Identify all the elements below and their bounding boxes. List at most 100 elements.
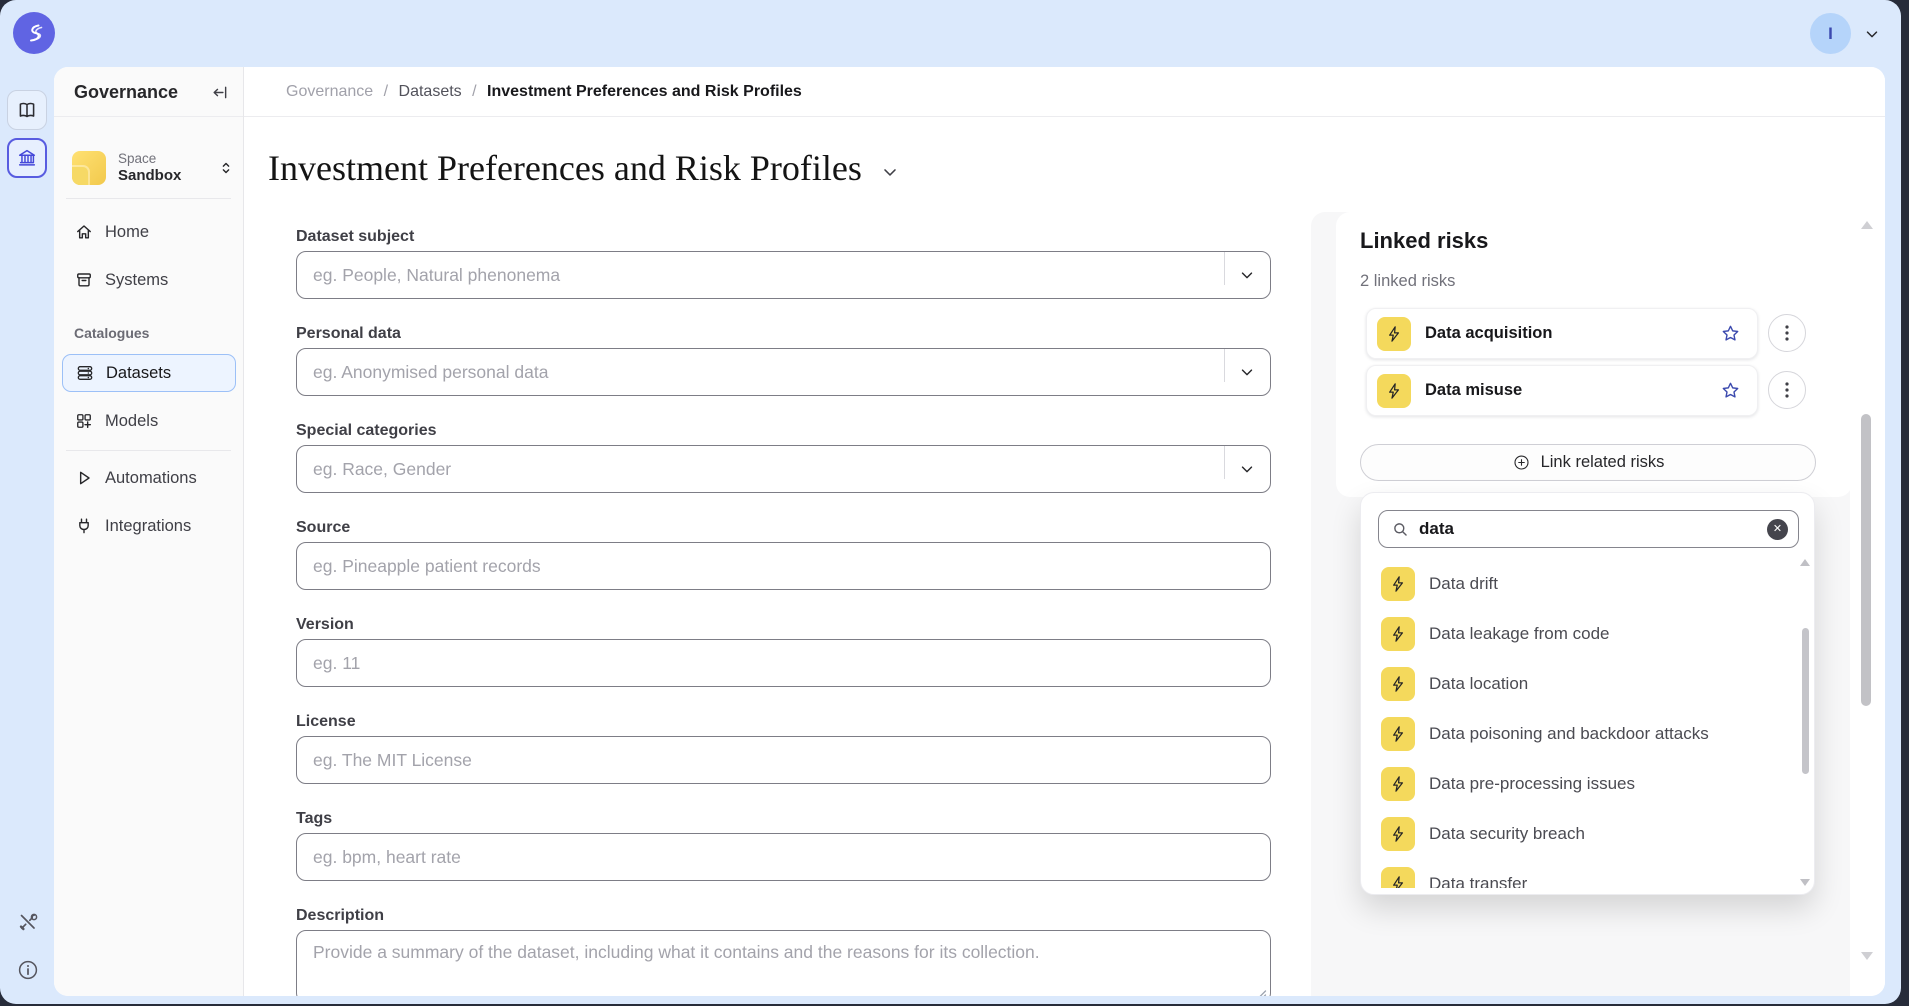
logo-glyph-icon <box>30 24 43 42</box>
avatar[interactable]: I <box>1810 13 1851 54</box>
linked-risks-count: 2 linked risks <box>1360 272 1456 290</box>
field-label: Version <box>296 616 354 633</box>
icon-rail <box>0 67 54 1004</box>
risk-result-item[interactable]: Data location <box>1361 659 1800 709</box>
risk-result-item[interactable]: Data poisoning and backdoor attacks <box>1361 709 1800 759</box>
info-icon <box>18 960 38 980</box>
risk-result-item[interactable]: Data leakage from code <box>1361 609 1800 659</box>
sidebar-item-systems[interactable]: Systems <box>62 261 236 299</box>
risk-search-input[interactable] <box>1419 519 1758 539</box>
chevron-down-icon[interactable] <box>1238 460 1256 478</box>
sidebar-item-models[interactable]: Models <box>62 402 236 440</box>
scrollbar-thumb[interactable] <box>1861 414 1871 706</box>
collapse-sidebar-icon <box>212 86 226 98</box>
info-button[interactable] <box>15 957 41 983</box>
risk-more-button[interactable] <box>1768 371 1806 409</box>
sidebar-item-datasets[interactable]: Datasets <box>62 354 236 392</box>
account-menu[interactable]: I <box>1810 13 1881 54</box>
dropdown-scroll-up-icon[interactable] <box>1800 559 1810 566</box>
linked-risk-row[interactable]: Data misuse <box>1366 365 1758 416</box>
risk-result-item[interactable]: Data drift <box>1361 559 1800 609</box>
risk-bolt-icon <box>1381 617 1415 651</box>
risk-search-results: Data drift Data leakage from code Data l… <box>1361 559 1800 888</box>
risk-result-item[interactable]: Data security breach <box>1361 809 1800 859</box>
sidebar-item-home[interactable]: Home <box>62 213 236 251</box>
title-chevron-down-icon[interactable] <box>880 162 900 182</box>
breadcrumb: Governance / Datasets / Investment Prefe… <box>286 67 802 117</box>
sidebar-item-integrations[interactable]: Integrations <box>62 507 236 545</box>
risk-search-box: ✕ <box>1378 510 1799 548</box>
field-label: Description <box>296 907 385 924</box>
knowledge-base-button[interactable] <box>7 90 47 130</box>
dataset-subject-select[interactable] <box>296 251 1271 299</box>
page-title-row: Investment Preferences and Risk Profiles <box>268 147 900 189</box>
select-divider <box>1224 446 1225 479</box>
sidebar-item-automations[interactable]: Automations <box>62 459 236 497</box>
main-surface: Governance Space Sandbox <box>54 67 1885 996</box>
breadcrumb-governance[interactable]: Governance <box>286 83 374 100</box>
description-textarea[interactable] <box>296 930 1271 996</box>
breadcrumb-separator: / <box>472 83 477 100</box>
risk-result-item[interactable]: Data transfer <box>1361 859 1800 888</box>
field-label: Dataset subject <box>296 228 415 245</box>
linked-risk-row[interactable]: Data acquisition <box>1366 308 1758 359</box>
personal-data-select[interactable] <box>296 348 1271 396</box>
chevron-down-icon[interactable] <box>1238 363 1256 381</box>
risk-bolt-icon <box>1381 667 1415 701</box>
main-content: Governance / Datasets / Investment Prefe… <box>244 67 1885 996</box>
tags-input[interactable] <box>296 833 1271 881</box>
source-input[interactable] <box>296 542 1271 590</box>
select-divider <box>1224 349 1225 382</box>
risk-result-item[interactable]: Data pre-processing issues <box>1361 759 1800 809</box>
chevron-down-icon[interactable] <box>1238 266 1256 284</box>
tools-button[interactable] <box>15 909 41 935</box>
special-categories-select[interactable] <box>296 445 1271 493</box>
clear-search-icon[interactable]: ✕ <box>1767 518 1788 540</box>
risk-bolt-icon <box>1381 717 1415 751</box>
unfold-chevrons-icon <box>222 162 230 174</box>
scroll-down-icon[interactable] <box>1861 952 1873 960</box>
risk-result-label: Data leakage from code <box>1429 624 1610 643</box>
field-license: License <box>296 713 1271 784</box>
license-input[interactable] <box>296 736 1271 784</box>
space-icon <box>72 151 106 185</box>
page-content: Investment Preferences and Risk Profiles… <box>244 117 1885 996</box>
risk-result-label: Data location <box>1429 674 1529 693</box>
breadcrumb-separator: / <box>383 83 389 100</box>
tools-icon <box>19 913 38 931</box>
risk-bolt-icon <box>1381 567 1415 601</box>
risk-name: Data misuse <box>1425 381 1523 399</box>
field-version: Version <box>296 616 1271 687</box>
automations-play-icon <box>79 471 90 485</box>
models-icon <box>77 414 92 429</box>
space-switcher[interactable]: Space Sandbox <box>66 144 235 192</box>
space-eyebrow: Space <box>118 151 157 166</box>
select-divider <box>1224 252 1225 285</box>
page-scrollbar[interactable] <box>1860 117 1873 996</box>
app-logo[interactable] <box>13 12 55 54</box>
breadcrumb-datasets[interactable]: Datasets <box>398 83 462 100</box>
link-related-risks-button[interactable]: Link related risks <box>1360 444 1816 481</box>
account-chevron-down-icon[interactable] <box>1863 25 1881 43</box>
sidebar-collapse-button[interactable] <box>209 81 231 103</box>
risk-bolt-icon <box>1381 767 1415 801</box>
field-label: Tags <box>296 810 333 827</box>
breadcrumb-bar: Governance / Datasets / Investment Prefe… <box>244 67 1885 117</box>
star-icon[interactable] <box>1717 378 1743 404</box>
risk-bolt-icon <box>1377 316 1411 351</box>
version-input[interactable] <box>296 639 1271 687</box>
field-label: Special categories <box>296 422 437 439</box>
risk-bolt-icon <box>1381 867 1415 888</box>
dropdown-scrollbar[interactable] <box>1802 628 1809 774</box>
star-icon[interactable] <box>1717 321 1743 347</box>
sidebar-item-label: Systems <box>105 270 169 289</box>
dataset-form: Dataset subject Personal data <box>296 228 1271 996</box>
risk-more-button[interactable] <box>1768 314 1806 352</box>
scroll-up-icon[interactable] <box>1861 221 1873 229</box>
governance-button[interactable] <box>7 138 47 178</box>
risk-result-label: Data drift <box>1429 574 1498 593</box>
dropdown-scroll-down-icon[interactable] <box>1800 879 1810 886</box>
linked-risks-card: Linked risks 2 linked risks Data acquisi… <box>1336 212 1852 497</box>
field-personal-data: Personal data <box>296 325 1271 396</box>
